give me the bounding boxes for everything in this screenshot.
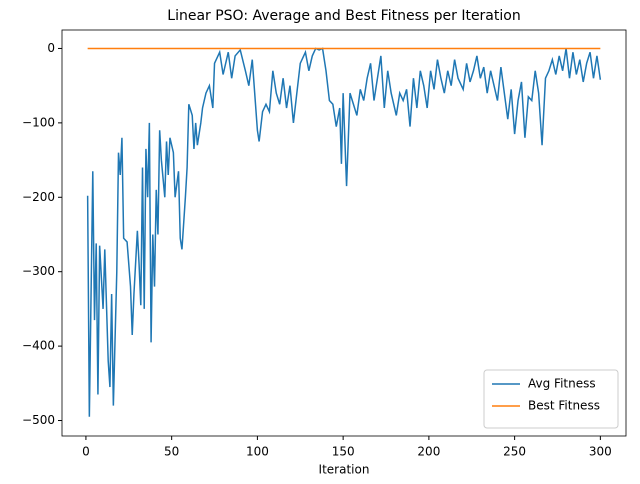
x-tick-label: 250 <box>503 445 526 459</box>
y-tick-label: −100 <box>22 115 55 129</box>
y-tick-label: −500 <box>22 413 55 427</box>
x-tick-label: 300 <box>589 445 612 459</box>
y-tick-label: −300 <box>22 264 55 278</box>
x-tick-label: 0 <box>82 445 90 459</box>
x-tick-label: 150 <box>332 445 355 459</box>
x-tick-label: 50 <box>164 445 179 459</box>
x-axis-label: Iteration <box>319 463 370 477</box>
plot-frame <box>61 29 627 437</box>
y-tick-label: 0 <box>47 41 55 55</box>
x-tick-label: 100 <box>246 445 269 459</box>
series-line <box>86 47 602 417</box>
y-tick-label: −400 <box>22 339 55 353</box>
legend-label: Avg Fitness <box>528 377 596 391</box>
chart-title: Linear PSO: Average and Best Fitness per… <box>167 8 520 24</box>
y-tick-label: −200 <box>22 190 55 204</box>
x-tick-label: 200 <box>417 445 440 459</box>
legend-label: Best Fitness <box>528 399 600 413</box>
